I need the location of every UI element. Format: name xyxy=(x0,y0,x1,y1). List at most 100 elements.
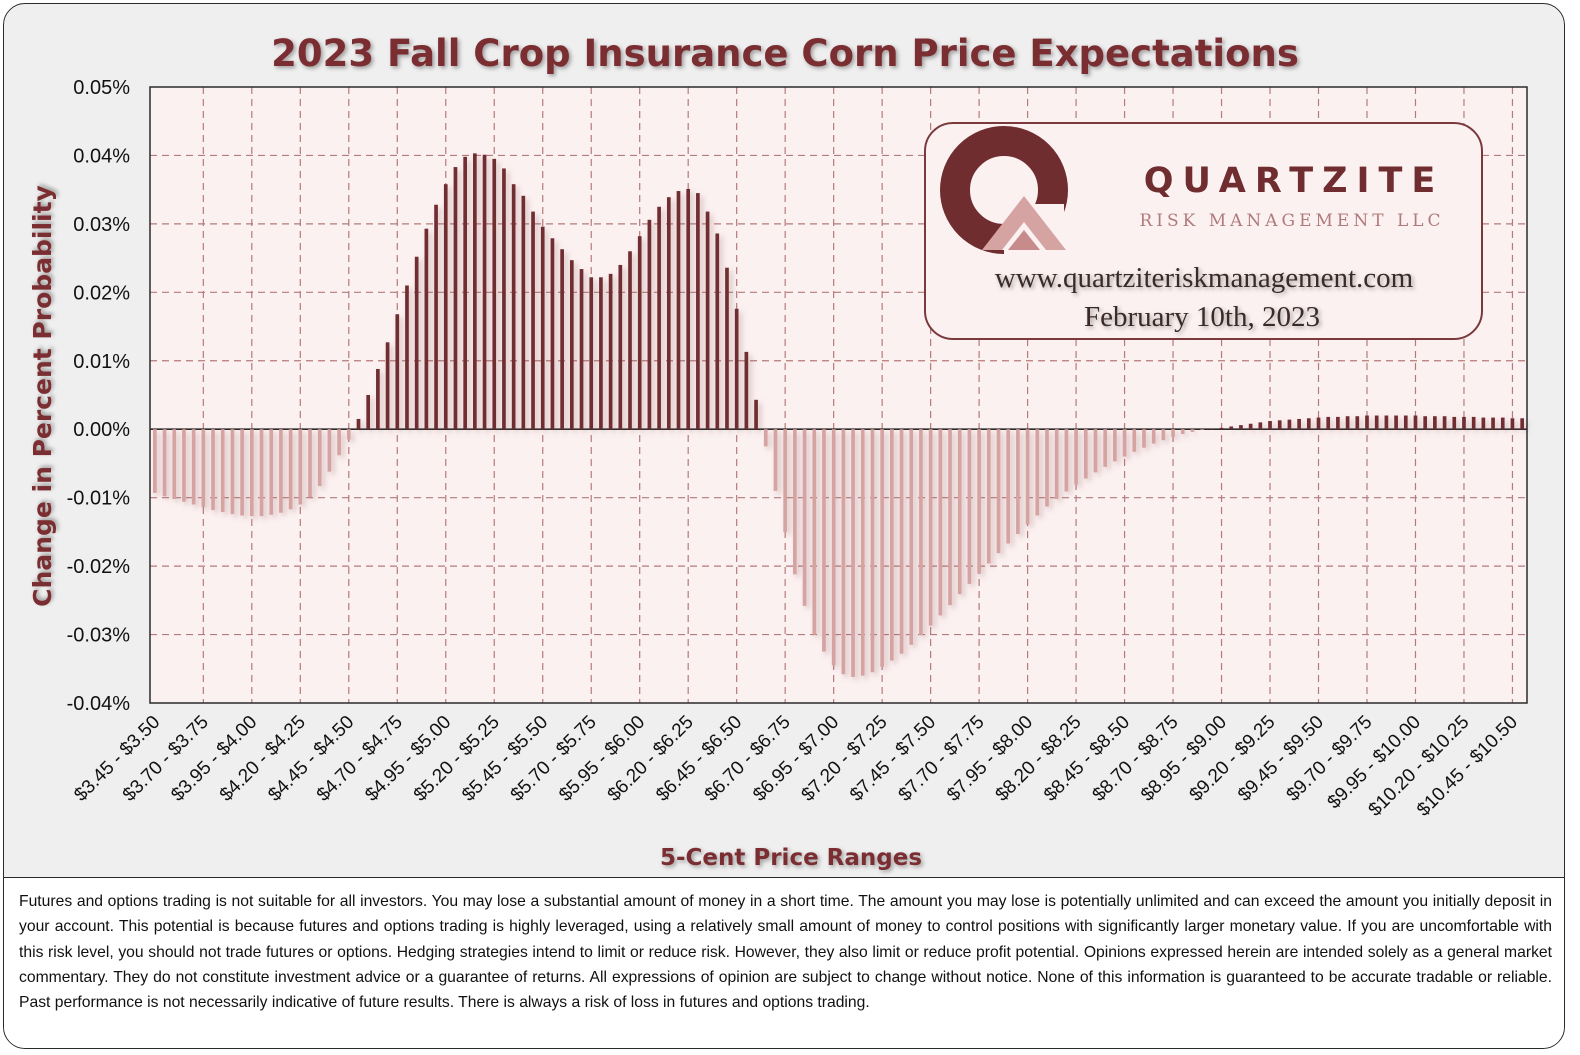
bar xyxy=(502,168,506,430)
bar xyxy=(1316,417,1321,430)
bar xyxy=(1122,429,1127,457)
bar xyxy=(763,429,768,447)
bar xyxy=(618,264,623,430)
y-tick-label: 0.03% xyxy=(73,214,130,236)
quartzite-logo-icon xyxy=(940,126,1068,254)
bars xyxy=(153,153,1524,677)
bar xyxy=(1277,420,1282,430)
bar xyxy=(1074,429,1078,485)
bar xyxy=(870,429,875,673)
bar xyxy=(1180,429,1185,435)
bar xyxy=(860,429,865,676)
bar xyxy=(1161,429,1166,441)
bar xyxy=(560,249,564,430)
y-tick-label: 0.01% xyxy=(73,351,130,373)
report-date: February 10th, 2023 xyxy=(1084,301,1320,333)
bar xyxy=(153,429,157,493)
bar xyxy=(540,226,545,430)
bar xyxy=(608,273,613,430)
bar xyxy=(1016,429,1020,534)
bar xyxy=(812,429,817,635)
bar xyxy=(1500,417,1505,430)
disclaimer-text: Futures and options trading is not suita… xyxy=(4,877,1564,1048)
bar xyxy=(579,269,584,430)
bar xyxy=(996,429,1001,554)
bar xyxy=(1151,429,1156,444)
bar xyxy=(1442,416,1447,430)
y-tick-label: 0.05% xyxy=(73,77,130,99)
bar xyxy=(744,351,749,430)
bar xyxy=(938,429,943,616)
bar xyxy=(279,429,283,513)
bar xyxy=(1374,415,1379,430)
bar xyxy=(773,429,778,491)
bar xyxy=(521,195,526,430)
bar xyxy=(1171,429,1175,437)
bar xyxy=(1083,429,1088,479)
bar xyxy=(899,429,904,654)
y-tick-label: -0.03% xyxy=(67,625,131,647)
chart-title: 2023 Fall Crop Insurance Corn Price Expe… xyxy=(271,32,1299,75)
bar xyxy=(414,256,419,430)
bar xyxy=(715,233,720,430)
bar xyxy=(346,429,351,440)
bar xyxy=(1229,426,1234,430)
bar xyxy=(1462,416,1466,430)
bar xyxy=(599,277,603,430)
bar xyxy=(1045,429,1049,507)
bar xyxy=(269,429,274,515)
bar xyxy=(1394,415,1398,430)
bar xyxy=(696,193,700,430)
bar xyxy=(1365,415,1369,430)
bar xyxy=(1433,416,1437,430)
y-axis-label: Change in Percent Probability xyxy=(28,185,57,607)
bar xyxy=(734,308,739,430)
bar xyxy=(1190,429,1195,432)
bar xyxy=(1103,429,1108,467)
bar xyxy=(240,429,244,516)
bar xyxy=(1219,427,1224,430)
bar xyxy=(948,429,952,606)
bar xyxy=(191,429,196,505)
bar xyxy=(249,429,254,517)
bar xyxy=(793,429,797,575)
bar xyxy=(1200,429,1204,430)
logo-subtitle: RISK MANAGEMENT LLC xyxy=(1139,211,1444,231)
bar xyxy=(919,429,923,636)
y-tick-label: 0.04% xyxy=(73,145,130,167)
bar xyxy=(569,260,574,430)
bar xyxy=(443,184,448,430)
bar xyxy=(589,277,594,430)
bar xyxy=(1326,416,1331,430)
bar xyxy=(676,191,681,430)
logo-box: QUARTZITE RISK MANAGEMENT LLC www.quartz… xyxy=(924,122,1483,340)
bar xyxy=(531,211,535,430)
bar xyxy=(880,429,884,667)
bar xyxy=(308,429,312,497)
bar xyxy=(1481,417,1486,430)
bar xyxy=(1006,429,1011,544)
y-tick-label: 0.02% xyxy=(73,282,130,304)
chart: 2023 Fall Crop Insurance Corn Price Expe… xyxy=(28,32,1528,871)
y-tick-label: -0.04% xyxy=(67,693,131,715)
bar xyxy=(822,429,826,652)
bar xyxy=(637,236,642,430)
bar xyxy=(220,429,225,513)
bar xyxy=(1132,429,1137,452)
bar xyxy=(230,429,235,515)
chart-frame: 2023 Fall Crop Insurance Corn Price Expe… xyxy=(3,3,1565,1049)
website: www.quartziteriskmanagement.com xyxy=(995,262,1414,294)
bar xyxy=(986,429,991,564)
bar xyxy=(288,429,293,510)
bar xyxy=(783,429,787,532)
bar xyxy=(1491,417,1495,430)
bar xyxy=(841,429,846,675)
bar xyxy=(405,285,409,430)
y-tick-label: -0.01% xyxy=(67,488,131,510)
bar xyxy=(1413,415,1418,430)
y-tick-label: -0.02% xyxy=(67,556,131,578)
bar xyxy=(550,238,555,430)
bar xyxy=(1403,415,1408,430)
bar xyxy=(356,418,361,430)
bar xyxy=(967,429,972,584)
